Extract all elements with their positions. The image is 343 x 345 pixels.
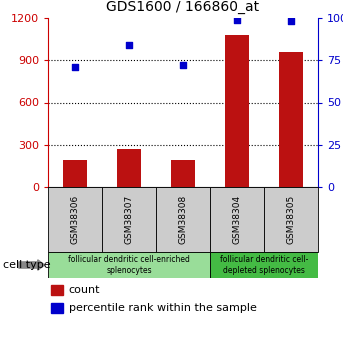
Text: GSM38307: GSM38307 xyxy=(125,195,133,244)
Point xyxy=(288,19,294,24)
Bar xyxy=(117,149,141,187)
Text: GSM38305: GSM38305 xyxy=(286,195,296,244)
Point xyxy=(180,62,186,68)
Text: GSM38306: GSM38306 xyxy=(71,195,80,244)
Bar xyxy=(48,187,102,252)
Point xyxy=(234,17,240,22)
Bar xyxy=(48,252,210,278)
Bar xyxy=(210,187,264,252)
Bar xyxy=(171,159,195,187)
Bar xyxy=(63,159,87,187)
Bar xyxy=(225,35,249,187)
Text: cell type: cell type xyxy=(3,260,51,270)
Point xyxy=(72,64,78,70)
Bar xyxy=(102,187,156,252)
Text: follicular dendritic cell-enriched
splenocytes: follicular dendritic cell-enriched splen… xyxy=(68,255,190,275)
Title: GDS1600 / 166860_at: GDS1600 / 166860_at xyxy=(106,0,260,14)
Text: GSM38308: GSM38308 xyxy=(178,195,188,244)
Bar xyxy=(264,187,318,252)
Text: count: count xyxy=(69,285,100,295)
Bar xyxy=(156,187,210,252)
Text: follicular dendritic cell-
depleted splenocytes: follicular dendritic cell- depleted sple… xyxy=(220,255,308,275)
Text: percentile rank within the sample: percentile rank within the sample xyxy=(69,303,257,313)
Text: GSM38304: GSM38304 xyxy=(233,195,241,244)
Bar xyxy=(210,252,318,278)
Bar xyxy=(279,52,303,187)
Point xyxy=(126,42,132,48)
